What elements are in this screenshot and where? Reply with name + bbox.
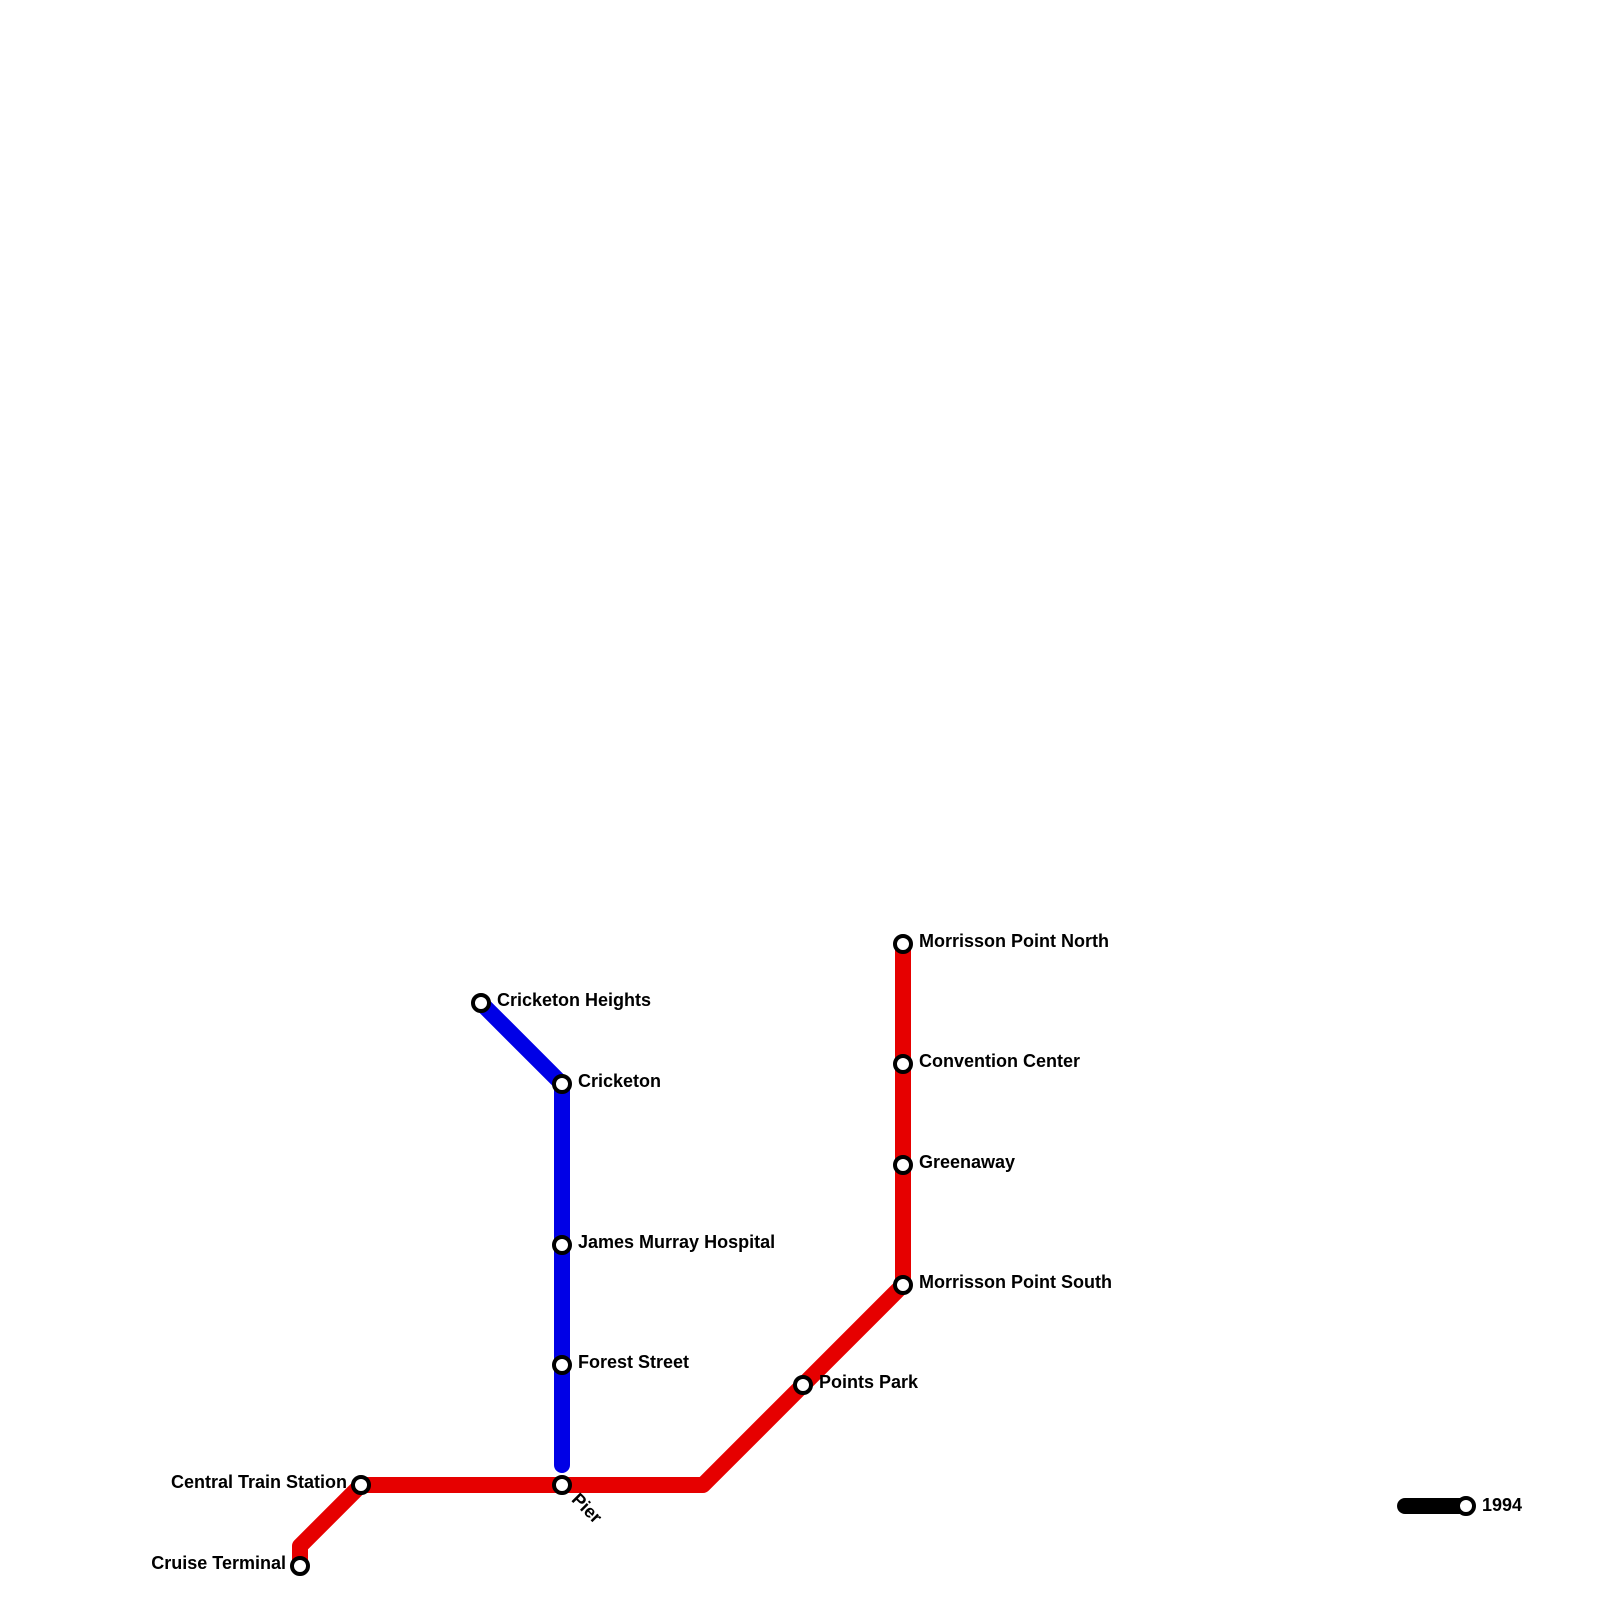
station-label: Morrisson Point South [919,1272,1112,1292]
station [552,1074,572,1094]
station-label: Morrisson Point North [919,931,1109,951]
station-label: Forest Street [578,1352,689,1372]
station-label: Cruise Terminal [151,1553,286,1573]
station [893,1054,913,1074]
red-line [292,936,911,1574]
station [893,1155,913,1175]
station-label: Points Park [819,1372,919,1392]
blue-line [473,995,570,1473]
station [893,1275,913,1295]
station [290,1556,310,1576]
station-label: Convention Center [919,1051,1080,1071]
station-label: James Murray Hospital [578,1232,775,1252]
legend-station [1456,1496,1476,1516]
station-label: Greenaway [919,1152,1015,1172]
station [552,1475,572,1495]
station [552,1355,572,1375]
station-label: Pier [568,1489,606,1527]
station [552,1235,572,1255]
station [793,1375,813,1395]
station-label: Cricketon [578,1071,661,1091]
station-label: Central Train Station [171,1472,347,1492]
station [351,1475,371,1495]
legend-label: 1994 [1482,1495,1522,1515]
station-label: Cricketon Heights [497,990,651,1010]
station [471,993,491,1013]
station [893,934,913,954]
